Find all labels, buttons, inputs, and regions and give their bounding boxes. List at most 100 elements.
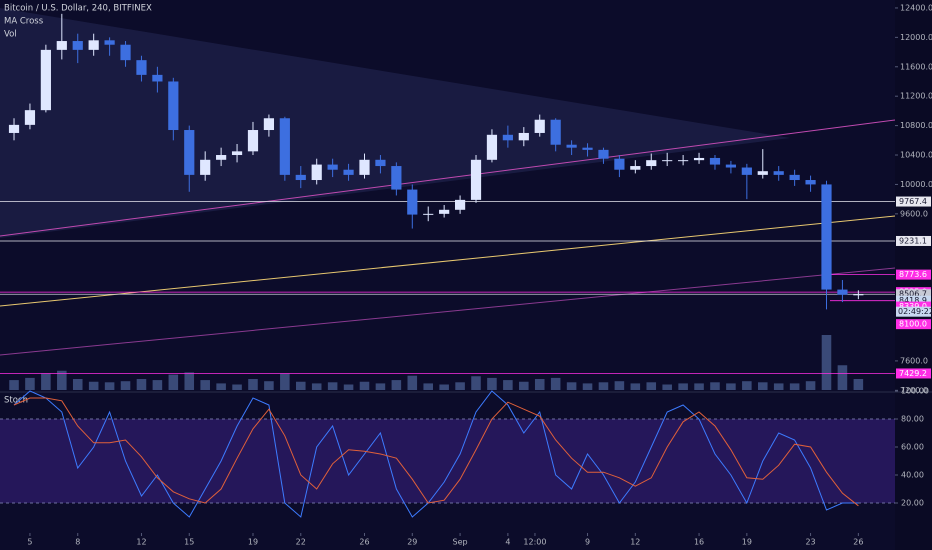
volume-bar: [566, 382, 577, 390]
level-label-bg: [896, 319, 931, 330]
candle-body: [486, 134, 498, 160]
countdown-bg: [896, 306, 931, 317]
volume-bar: [264, 381, 274, 390]
level-label: 9231.1: [899, 236, 927, 245]
volume-bar: [200, 380, 210, 390]
level-label-bg: [896, 289, 931, 300]
volume-bar: [805, 381, 816, 390]
candle-body: [56, 41, 67, 50]
candle-body: [407, 189, 418, 215]
candle-body: [789, 174, 800, 181]
x-tick-label: 26: [853, 538, 863, 547]
x-tick-label: 23: [805, 538, 815, 547]
level-label-bg: [896, 196, 931, 207]
volume-bar: [487, 377, 497, 390]
volume-bar: [280, 373, 290, 390]
candle-body: [343, 169, 354, 175]
candle-body: [646, 160, 657, 167]
y-tick-label: 40.00: [901, 471, 924, 480]
y-tick-label: 7600.0: [900, 356, 928, 365]
candle-body: [821, 184, 832, 290]
x-tick-label: 16: [694, 538, 704, 547]
y-tick-label: 11600.0: [900, 62, 932, 71]
volume-bar: [614, 381, 625, 390]
candle-body: [630, 166, 641, 170]
volume-bar: [853, 379, 864, 390]
x-tick-label: 22: [296, 538, 306, 547]
candle-body: [152, 74, 163, 82]
y-tick-label: 10400.0: [900, 151, 932, 160]
y-tick-label: 9600.0: [900, 209, 928, 218]
candle-body: [375, 159, 386, 167]
level-label-bg: [896, 368, 931, 379]
candle-body: [184, 130, 195, 175]
volume-bar: [503, 380, 513, 390]
volume-bar: [232, 384, 242, 390]
volume-bar: [9, 380, 19, 390]
volume-bar: [598, 382, 609, 390]
x-tick-label: 15: [184, 538, 194, 547]
volume-bar: [359, 381, 370, 390]
x-tick-label: 29: [407, 538, 417, 547]
volume-bar: [391, 380, 402, 390]
level-label: 8506.7: [899, 290, 927, 299]
candle-body: [359, 159, 370, 175]
candle-body: [837, 289, 848, 295]
volume-bar: [694, 383, 704, 390]
volume-bar: [662, 384, 672, 390]
candle-body: [263, 118, 275, 131]
candle-body: [757, 171, 768, 175]
trend-line: [0, 119, 896, 237]
volume-bar: [534, 379, 545, 390]
candle-body: [295, 174, 306, 181]
volume-bar: [327, 382, 338, 390]
volume-bar: [423, 383, 434, 390]
candle-body: [534, 119, 545, 133]
level-label-bg: [896, 295, 931, 306]
volume-bar: [471, 376, 481, 390]
volume-bar: [152, 380, 163, 390]
candle-body: [582, 147, 593, 150]
level-label-bg: [896, 301, 931, 312]
volume-bar: [742, 381, 752, 390]
volume-bar: [375, 383, 386, 390]
level-label: 8418.9: [899, 296, 927, 305]
level-label: 8100.0: [899, 320, 927, 329]
volume-bar: [726, 383, 736, 390]
volume-bar: [821, 335, 832, 390]
level-label: 8339.0: [899, 302, 927, 311]
stoch-line: [13, 390, 859, 518]
x-tick-label: 12: [630, 538, 640, 547]
candle-body: [168, 81, 179, 131]
volume-bar: [630, 383, 641, 390]
indicator-label: Vol: [4, 30, 17, 40]
candle-body: [454, 199, 466, 210]
x-tick-label: 19: [248, 538, 258, 547]
volume-bar: [343, 384, 354, 390]
stoch-band: [0, 419, 895, 503]
x-tick-label: 12:00: [523, 538, 546, 547]
candle-body: [391, 166, 402, 190]
volume-bar: [41, 373, 51, 390]
volume-bar: [120, 381, 131, 390]
level-label: 9767.4: [899, 197, 927, 206]
candle-body: [231, 151, 243, 156]
volume-bar: [582, 383, 593, 390]
x-tick-label: 19: [742, 538, 752, 547]
candle-body: [439, 209, 450, 214]
level-label-bg: [896, 269, 931, 280]
y-tick-label: 20.00: [901, 499, 924, 508]
x-tick-label: Sep: [453, 538, 468, 547]
volume-bar: [25, 377, 35, 390]
x-tick-label: 8: [75, 538, 80, 547]
level-label: 7429.2: [899, 369, 927, 378]
candle-body: [662, 160, 673, 162]
x-tick-label: 4: [505, 538, 510, 547]
candle-body: [518, 132, 529, 141]
y-tick-label: 7200.0: [900, 386, 928, 395]
volume-bar: [710, 382, 720, 390]
indicator-label: Stoch: [4, 396, 28, 406]
volume-bar: [837, 365, 848, 390]
y-tick-label: 12400.0: [900, 3, 932, 12]
